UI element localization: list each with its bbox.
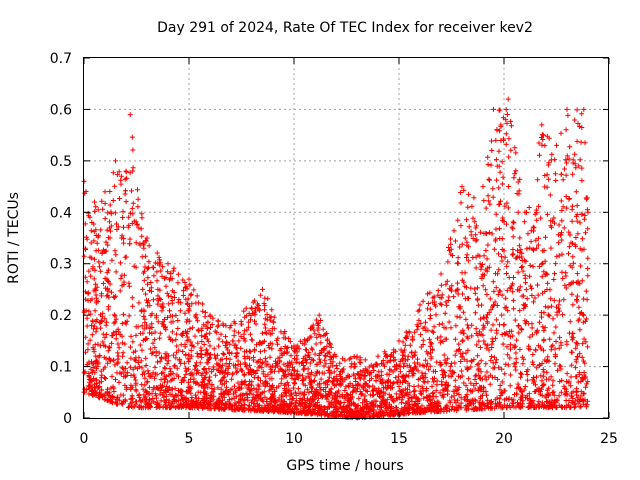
x-tick-label: 25 [600, 431, 618, 447]
x-axis-ticks: 0 5 10 15 20 25 [80, 58, 618, 447]
data-points [81, 96, 591, 421]
x-tick-label: 10 [285, 431, 303, 447]
roti-points [81, 96, 591, 421]
chart-title: Day 291 of 2024, Rate Of TEC Index for r… [157, 20, 533, 36]
x-tick-label: 0 [80, 431, 89, 447]
x-axis-label: GPS time / hours [286, 458, 403, 474]
y-tick-label: 0.6 [50, 102, 72, 118]
y-tick-label: 0.3 [50, 257, 72, 273]
y-tick-label: 0 [63, 411, 72, 427]
plot-frame [83, 57, 609, 419]
y-tick-label: 0.7 [50, 51, 72, 67]
x-tick-label: 5 [185, 431, 194, 447]
chart-grid [84, 58, 609, 418]
y-tick-label: 0.4 [50, 205, 72, 221]
x-tick-label: 15 [390, 431, 408, 447]
y-tick-label: 0.2 [50, 308, 72, 324]
y-tick-label: 0.1 [50, 360, 72, 376]
y-tick-label: 0.5 [50, 154, 72, 170]
y-axis-ticks: 0 0.1 0.2 0.3 0.4 0.5 0.6 0.7 [50, 51, 609, 427]
x-tick-label: 20 [495, 431, 513, 447]
y-axis-label: ROTI / TECUs [6, 192, 22, 284]
